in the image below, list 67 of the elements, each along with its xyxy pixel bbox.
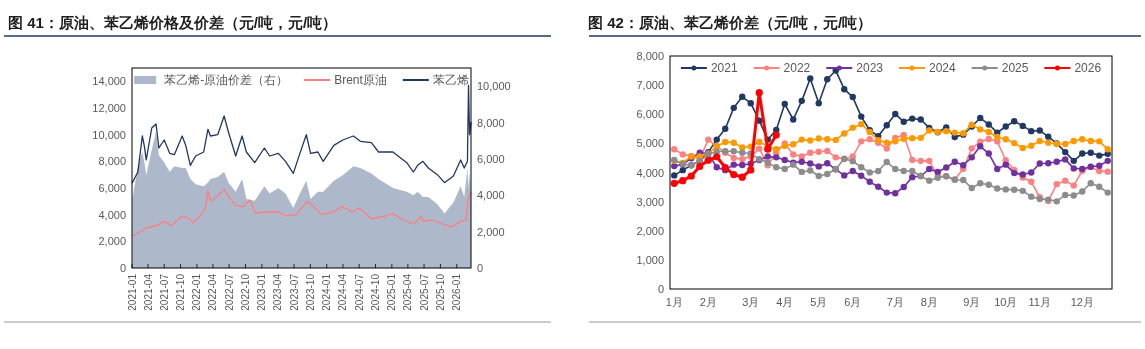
x-tick-label: 1月 [665, 296, 683, 308]
x-tick-label: 2021-04 [142, 273, 154, 311]
legend-label: 2024 [929, 61, 957, 75]
chart-title: 图 41：原油、苯乙烯价格及价差（元/吨，元/吨） [8, 14, 338, 31]
x-tick-label: 2022-07 [223, 273, 235, 311]
x-tick-label: 5月 [810, 296, 828, 308]
y-tick-label: 7,000 [636, 79, 664, 92]
y-tick-label: 2,000 [98, 235, 126, 248]
legend-label: 苯乙烯-原油价差（右） [164, 73, 289, 87]
y2-tick-label: 0 [477, 262, 484, 274]
y-tick-label: 4,000 [98, 208, 126, 221]
x-tick-label: 2025-01 [386, 273, 398, 311]
x-tick-label: 10月 [994, 296, 1018, 308]
x-tick-label: 2025-07 [418, 273, 430, 311]
x-tick-label: 2025-04 [402, 273, 414, 311]
y2-tick-label: 2,000 [477, 225, 505, 238]
legend-label: 2026 [1074, 61, 1102, 75]
y2-tick-label: 10,000 [477, 80, 511, 93]
x-tick-label: 7月 [886, 296, 904, 308]
y-tick-label: 8,000 [98, 155, 126, 168]
y-tick-label: 14,000 [92, 75, 126, 88]
x-tick-label: 2月 [699, 296, 717, 308]
x-tick-label: 4月 [776, 296, 794, 308]
y-tick-label: 5,000 [636, 137, 664, 150]
x-tick-label: 2023-04 [272, 273, 284, 311]
legend-label: 2022 [783, 61, 811, 75]
y2-tick-label: 8,000 [477, 116, 505, 129]
chart-title: 图 42：原油、苯乙烯价差（元/吨，元/吨） [588, 14, 873, 31]
y-tick-label: 6,000 [98, 182, 126, 194]
y-tick-label: 10,000 [92, 128, 126, 141]
x-tick-label: 2022-10 [239, 273, 251, 311]
x-tick-label: 2024-04 [337, 273, 349, 311]
legend-label: 2025 [1001, 61, 1029, 75]
y-tick-label: 6,000 [636, 108, 664, 121]
x-tick-label: 2024-10 [369, 273, 381, 311]
y-tick-label: 1,000 [636, 253, 664, 266]
x-tick-label: 6月 [844, 296, 862, 308]
x-tick-label: 2022-04 [207, 273, 219, 311]
x-tick-label: 2023-10 [304, 273, 316, 311]
x-tick-label: 3月 [742, 296, 760, 308]
x-tick-label: 2023-01 [256, 273, 268, 311]
y-tick-label: 4,000 [636, 166, 664, 179]
x-tick-label: 11月 [1028, 296, 1051, 308]
x-tick-label: 2021-01 [126, 273, 138, 311]
x-tick-label: 9月 [963, 296, 981, 308]
y-tick-label: 8,000 [636, 50, 664, 62]
legend-label: 2023 [856, 61, 884, 75]
x-tick-label: 8月 [920, 296, 938, 308]
x-tick-label: 2024-01 [321, 273, 333, 311]
x-tick-label: 2022-01 [191, 273, 203, 311]
x-tick-label: 2026-01 [451, 273, 463, 311]
x-tick-label: 12月 [1070, 296, 1094, 308]
y-tick-label: 0 [119, 262, 126, 274]
x-tick-label: 2021-10 [175, 273, 187, 311]
y-tick-label: 0 [657, 283, 664, 295]
x-tick-label: 2024-07 [353, 273, 365, 311]
legend-label: Brent原油 [334, 73, 387, 87]
y2-tick-label: 4,000 [477, 189, 505, 202]
x-tick-label: 2025-10 [434, 273, 446, 311]
y-tick-label: 3,000 [636, 195, 664, 208]
x-tick-label: 2021-07 [158, 273, 170, 311]
x-tick-label: 2023-07 [288, 273, 300, 311]
y2-tick-label: 6,000 [477, 152, 505, 165]
legend-label: 2021 [710, 61, 738, 75]
y-tick-label: 12,000 [92, 102, 126, 114]
y-tick-label: 2,000 [636, 224, 664, 237]
legend-label: 苯乙烯 [432, 73, 469, 87]
